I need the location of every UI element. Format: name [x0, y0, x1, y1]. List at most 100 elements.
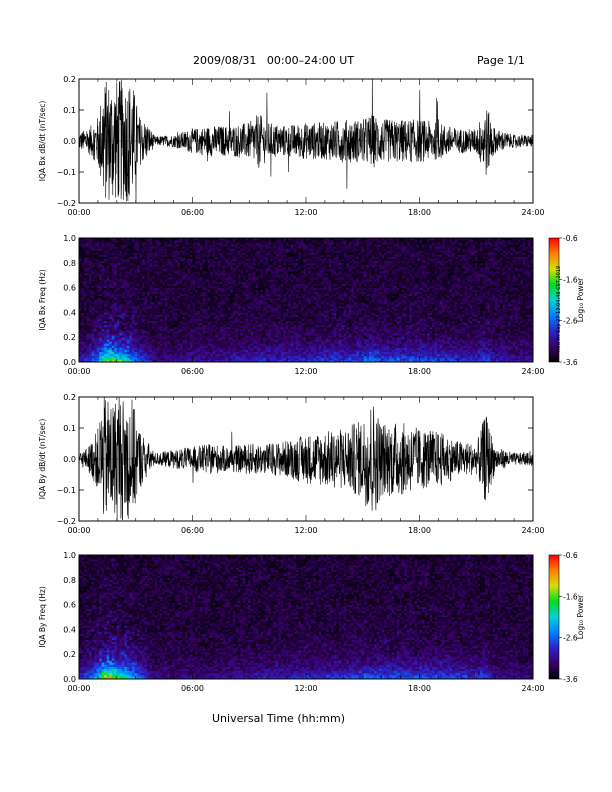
spectrogram-cell	[230, 273, 234, 276]
spectrogram-cell	[197, 256, 201, 259]
spectrogram-cell	[121, 254, 125, 257]
spectrogram-cell	[157, 260, 161, 264]
spectrogram-cell	[280, 271, 284, 274]
spectrogram-cell	[106, 248, 110, 251]
spectrogram-cell	[109, 297, 113, 301]
spectrogram-cell	[187, 359, 191, 363]
spectrogram-cell	[230, 341, 234, 344]
spectrogram-cell	[278, 266, 282, 270]
spectrogram-cell	[172, 302, 176, 305]
spectrogram-cell	[242, 302, 246, 305]
spectrogram-cell	[169, 349, 173, 352]
spectrogram-cell	[263, 349, 266, 352]
spectrogram-cell	[192, 246, 196, 249]
spectrogram-cell	[253, 271, 256, 274]
spectrogram-cell	[86, 250, 90, 253]
spectrogram-cell	[94, 322, 97, 326]
spectrogram-cell	[250, 269, 254, 272]
spectrogram-cell	[94, 316, 97, 319]
spectrogram-cell	[164, 242, 168, 245]
spectrogram-cell	[142, 347, 145, 350]
spectrogram-cell	[230, 264, 234, 268]
spectrogram-cell	[192, 324, 196, 328]
spectrogram-cell	[207, 291, 211, 295]
spectrogram-cell	[162, 277, 166, 280]
spectrogram-cell	[121, 289, 125, 293]
spectrogram-cell	[210, 339, 213, 342]
spectrogram-cell	[200, 244, 203, 247]
spectrogram-cell	[104, 333, 108, 336]
spectrogram-cell	[169, 275, 173, 278]
spectrogram-cell	[278, 357, 282, 361]
spectrogram-cell	[139, 302, 143, 305]
spectrogram-cell	[109, 252, 113, 255]
spectrogram-cell	[212, 266, 216, 270]
spectrogram-cell	[245, 357, 249, 361]
spectrogram-cell	[235, 320, 239, 324]
spectrogram-cell	[184, 277, 188, 280]
spectrogram-cell	[250, 264, 254, 268]
spectrogram-cell	[258, 355, 261, 359]
spectrogram-cell	[184, 254, 188, 257]
spectrogram-cell	[195, 258, 198, 262]
spectrogram-cell	[240, 287, 244, 290]
spectrogram-cell	[179, 246, 183, 249]
spectrogram-cell	[207, 351, 211, 355]
spectrogram-cell	[192, 339, 196, 342]
spectrogram-cell	[210, 291, 213, 295]
spectrogram-cell	[255, 250, 259, 253]
spectrogram-cell	[280, 244, 284, 247]
spectrogram-cell	[91, 242, 95, 245]
spectrogram-cell	[152, 337, 155, 340]
spectrogram-cell	[189, 295, 193, 299]
spectrogram-cell	[247, 295, 251, 299]
spectrogram-cell	[81, 341, 85, 344]
spectrogram-cell	[126, 322, 130, 326]
spectrogram-cell	[268, 345, 271, 348]
spectrogram-cell	[283, 326, 287, 330]
spectrogram-cell	[205, 240, 208, 243]
spectrogram-cell	[79, 310, 82, 313]
spectrogram-cell	[273, 357, 277, 361]
spectrogram-cell	[255, 337, 259, 340]
spectrogram-cell	[157, 256, 161, 259]
spectrogram-cell	[149, 314, 153, 317]
spectrogram-cell	[91, 316, 95, 319]
spectrogram-cell	[177, 238, 181, 241]
spectrogram-cell	[182, 341, 186, 344]
spectrogram-cell	[131, 252, 135, 255]
spectrogram-cell	[187, 318, 191, 321]
spectrogram-cell	[91, 324, 95, 328]
spectrogram-cell	[187, 287, 191, 290]
spectrogram-cell	[114, 335, 118, 338]
spectrogram-cell	[106, 244, 110, 247]
spectrogram-cell	[129, 357, 133, 361]
spectrogram-cell	[278, 254, 282, 257]
spectrogram-cell	[182, 328, 186, 332]
spectrogram-cell	[99, 287, 102, 290]
spectrogram-cell	[164, 246, 168, 249]
spectrogram-cell	[220, 322, 224, 326]
spectrogram-cell	[235, 337, 239, 340]
spectrogram-cell	[177, 277, 181, 280]
spectrogram-cell	[99, 250, 102, 253]
spectrogram-cell	[227, 256, 231, 259]
spectrogram-cell	[101, 312, 105, 315]
spectrogram-cell	[215, 248, 219, 251]
spectrogram-cell	[217, 349, 221, 352]
spectrogram-cell	[192, 349, 196, 352]
spectrogram-cell	[212, 345, 216, 348]
spectrogram-cell	[200, 242, 203, 245]
spectrogram-cell	[99, 242, 102, 245]
spectrogram-cell	[149, 289, 153, 293]
spectrogram-cell	[101, 271, 105, 274]
spectrogram-cell	[182, 316, 186, 319]
spectrogram-cell	[227, 240, 231, 243]
spectrogram-cell	[152, 320, 155, 324]
spectrogram-cell	[225, 291, 229, 295]
spectrogram-cell	[147, 293, 150, 297]
spectrogram-cell	[114, 359, 118, 363]
spectrogram-cell	[227, 335, 231, 338]
spectrogram-cell	[242, 349, 246, 352]
spectrogram-cell	[111, 289, 115, 293]
